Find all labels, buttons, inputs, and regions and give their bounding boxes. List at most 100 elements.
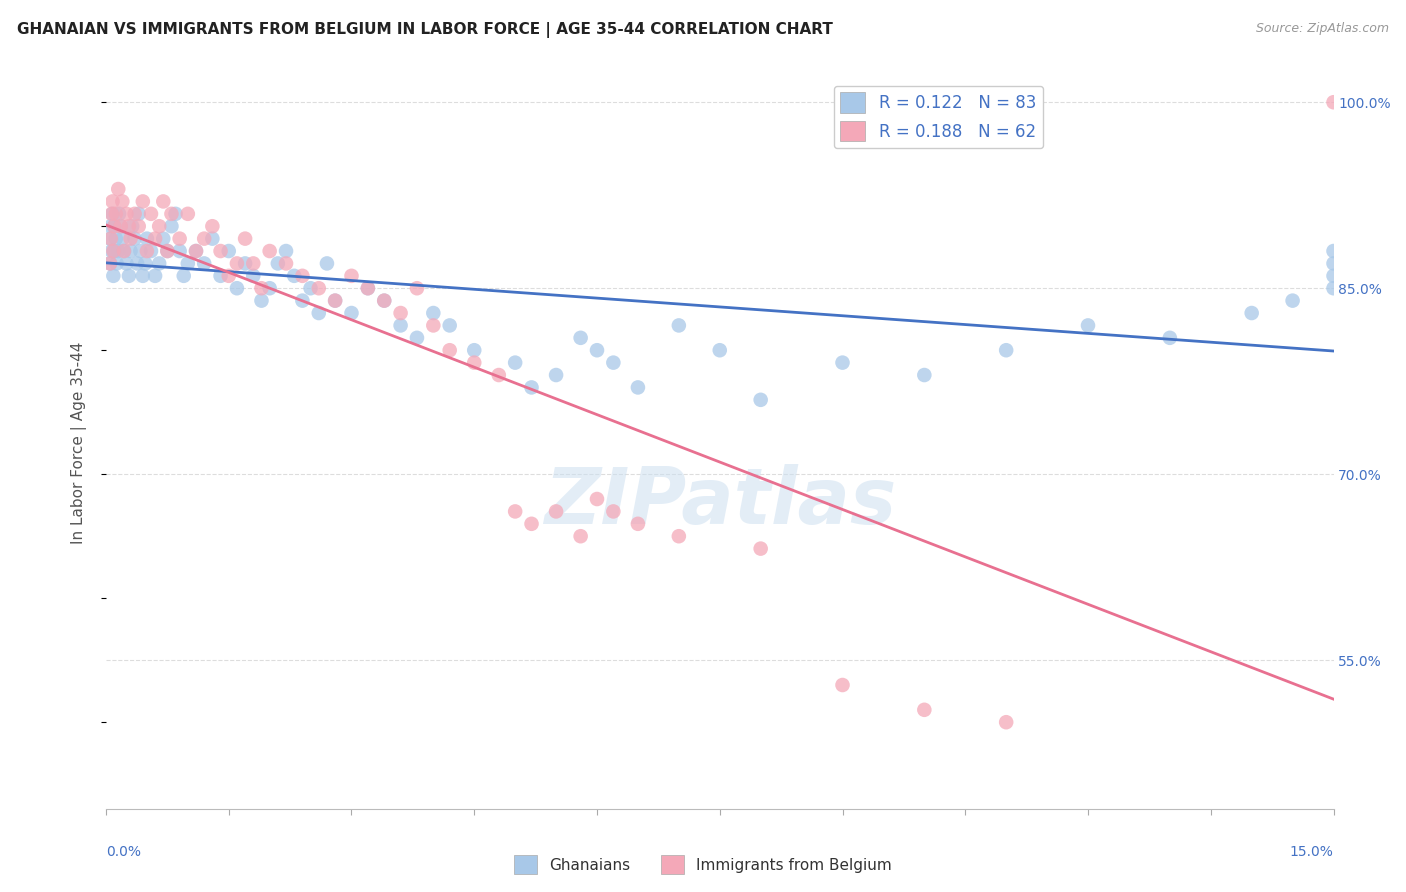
Point bbox=[135, 232, 157, 246]
Point bbox=[165, 207, 187, 221]
Point bbox=[1281, 293, 1303, 308]
Point bbox=[668, 529, 690, 543]
Point bbox=[586, 491, 609, 506]
Point bbox=[627, 380, 650, 394]
Point bbox=[1322, 268, 1344, 283]
Point bbox=[586, 343, 609, 358]
Point bbox=[100, 232, 122, 246]
Point bbox=[546, 368, 568, 382]
Point bbox=[357, 281, 380, 295]
Point bbox=[463, 356, 485, 370]
Point bbox=[831, 356, 853, 370]
Point bbox=[602, 504, 624, 518]
Point bbox=[184, 244, 207, 258]
Point bbox=[100, 219, 122, 234]
Point bbox=[1322, 281, 1344, 295]
Point bbox=[242, 256, 264, 270]
Point bbox=[111, 232, 134, 246]
Point bbox=[121, 219, 143, 234]
Point bbox=[340, 268, 363, 283]
Point bbox=[406, 331, 429, 345]
Point bbox=[1240, 306, 1263, 320]
Point bbox=[124, 207, 146, 221]
Point bbox=[389, 318, 412, 333]
Point bbox=[308, 306, 330, 320]
Point bbox=[173, 268, 195, 283]
Point bbox=[439, 318, 461, 333]
Point bbox=[98, 256, 121, 270]
Point bbox=[1322, 244, 1344, 258]
Point bbox=[308, 281, 330, 295]
Point bbox=[104, 207, 127, 221]
Point bbox=[291, 268, 314, 283]
Point bbox=[118, 219, 141, 234]
Point bbox=[569, 529, 592, 543]
Point bbox=[274, 244, 297, 258]
Point bbox=[233, 256, 256, 270]
Point bbox=[709, 343, 731, 358]
Point bbox=[1077, 318, 1099, 333]
Legend: R = 0.122   N = 83, R = 0.188   N = 62: R = 0.122 N = 83, R = 0.188 N = 62 bbox=[834, 86, 1043, 148]
Point bbox=[177, 207, 200, 221]
Point bbox=[749, 541, 772, 556]
Point bbox=[103, 219, 125, 234]
Point bbox=[156, 244, 179, 258]
Point bbox=[104, 232, 127, 246]
Point bbox=[406, 281, 429, 295]
Point bbox=[139, 207, 162, 221]
Point bbox=[193, 232, 215, 246]
Point bbox=[152, 194, 174, 209]
Y-axis label: In Labor Force | Age 35-44: In Labor Force | Age 35-44 bbox=[72, 342, 87, 544]
Point bbox=[267, 256, 290, 270]
Point bbox=[299, 281, 322, 295]
Point bbox=[250, 281, 273, 295]
Point bbox=[120, 244, 142, 258]
Point bbox=[283, 268, 305, 283]
Point bbox=[218, 244, 240, 258]
Text: ZIPatlas: ZIPatlas bbox=[544, 464, 896, 540]
Point bbox=[143, 268, 166, 283]
Point bbox=[463, 343, 485, 358]
Point bbox=[912, 703, 935, 717]
Point bbox=[107, 182, 129, 196]
Point bbox=[218, 268, 240, 283]
Point bbox=[422, 318, 444, 333]
Point bbox=[602, 356, 624, 370]
Point bbox=[316, 256, 339, 270]
Point bbox=[134, 256, 156, 270]
Point bbox=[323, 293, 346, 308]
Point bbox=[152, 232, 174, 246]
Point bbox=[177, 256, 200, 270]
Point bbox=[132, 194, 155, 209]
Point bbox=[128, 207, 150, 221]
Point bbox=[250, 293, 273, 308]
Point bbox=[115, 256, 138, 270]
Point bbox=[226, 256, 249, 270]
Point bbox=[108, 207, 131, 221]
Point bbox=[105, 256, 128, 270]
Point bbox=[627, 516, 650, 531]
Point bbox=[520, 380, 543, 394]
Point bbox=[520, 516, 543, 531]
Point bbox=[226, 281, 249, 295]
Point bbox=[209, 268, 232, 283]
Point bbox=[103, 244, 125, 258]
Legend: Ghanaians, Immigrants from Belgium: Ghanaians, Immigrants from Belgium bbox=[508, 849, 898, 880]
Point bbox=[132, 268, 155, 283]
Point bbox=[488, 368, 510, 382]
Point bbox=[129, 244, 152, 258]
Point bbox=[124, 232, 146, 246]
Point bbox=[101, 194, 124, 209]
Point bbox=[831, 678, 853, 692]
Point bbox=[120, 232, 142, 246]
Point bbox=[291, 293, 314, 308]
Point bbox=[259, 244, 281, 258]
Point bbox=[668, 318, 690, 333]
Point bbox=[148, 256, 170, 270]
Point bbox=[184, 244, 207, 258]
Point bbox=[103, 244, 125, 258]
Point bbox=[201, 232, 224, 246]
Point bbox=[160, 207, 183, 221]
Point bbox=[1322, 256, 1344, 270]
Point bbox=[201, 219, 224, 234]
